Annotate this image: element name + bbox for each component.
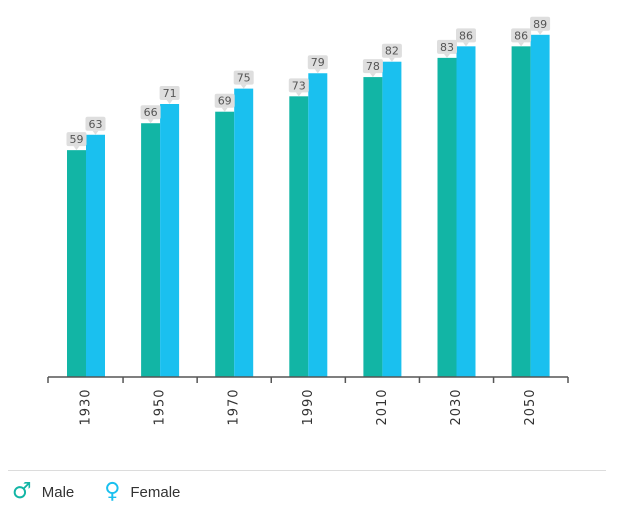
male-symbol-icon: ♂	[12, 479, 32, 504]
svg-text:82: 82	[385, 45, 399, 58]
data-label-female-1970: 75	[233, 70, 254, 89]
svg-text:86: 86	[514, 29, 528, 42]
svg-text:63: 63	[89, 118, 103, 131]
legend-item-male[interactable]: ♂ Male	[12, 481, 74, 503]
data-label-female-1930: 63	[85, 116, 106, 135]
bar-male-1950[interactable]	[141, 123, 161, 377]
svg-text:69: 69	[218, 95, 232, 108]
bar-male-2010[interactable]	[363, 77, 383, 377]
bar-female-1950[interactable]	[160, 104, 180, 377]
bar-female-2010[interactable]	[382, 61, 402, 378]
bar-female-2050[interactable]	[530, 34, 550, 378]
data-label-male-1930: 59	[66, 132, 87, 151]
data-label-male-2050: 86	[511, 28, 532, 47]
bar-female-1930[interactable]	[86, 134, 105, 377]
legend-divider	[8, 470, 606, 471]
data-label-male-2030: 83	[437, 39, 457, 58]
bar-female-1970[interactable]	[234, 88, 254, 377]
bar-male-2050[interactable]	[511, 46, 531, 378]
svg-text:73: 73	[292, 79, 306, 92]
x-tick-label-1990: 1990	[301, 388, 316, 425]
legend-label-female: Female	[130, 483, 181, 501]
svg-text:75: 75	[237, 72, 251, 85]
svg-text:86: 86	[459, 29, 473, 42]
data-label-male-2010: 78	[362, 59, 383, 78]
svg-text:59: 59	[70, 133, 84, 146]
x-tick-label-2010: 2010	[375, 388, 390, 425]
x-tick-label-1930: 1930	[79, 388, 94, 425]
x-tick-label-2050: 2050	[523, 388, 538, 425]
svg-text:89: 89	[533, 18, 547, 31]
female-symbol-icon: ♀	[104, 479, 121, 504]
data-label-female-2030: 86	[456, 28, 476, 47]
legend-item-female[interactable]: ♀ Female	[104, 481, 180, 503]
svg-text:66: 66	[144, 106, 158, 119]
svg-text:78: 78	[366, 60, 380, 73]
bar-male-1930[interactable]	[67, 150, 86, 377]
bar-male-1970[interactable]	[215, 111, 235, 377]
bar-female-1990[interactable]	[308, 73, 328, 378]
svg-text:83: 83	[440, 41, 454, 54]
data-label-male-1950: 66	[140, 105, 161, 124]
x-tick-label-2030: 2030	[449, 388, 464, 425]
x-tick-label-1950: 1950	[153, 388, 168, 425]
bar-chart: 1930 1950 1970 1990 2010 2030 2050 59 63 66 71 69 7…	[47, 16, 569, 426]
data-label-male-1970: 69	[214, 93, 235, 112]
data-label-female-2010: 82	[381, 43, 402, 62]
data-labels: 59 63 66 71 69 75 73 79 78 82 83 86 86 89	[66, 16, 551, 151]
legend-label-male: Male	[41, 483, 75, 501]
data-label-female-1950: 71	[159, 86, 180, 105]
x-tick-label-1970: 1970	[227, 388, 242, 425]
x-axis: 1930 1950 1970 1990 2010 2030 2050	[47, 376, 569, 426]
bar-female-2030[interactable]	[456, 46, 476, 378]
bars	[67, 34, 550, 378]
legend: ♂ Male ♀ Female	[12, 478, 210, 506]
data-label-female-2050: 89	[530, 16, 551, 35]
data-label-female-1990: 79	[307, 55, 328, 74]
data-label-male-1990: 73	[288, 78, 309, 97]
bar-male-1990[interactable]	[289, 96, 309, 377]
bar-male-2030[interactable]	[437, 57, 457, 378]
svg-text:79: 79	[311, 56, 325, 69]
svg-text:71: 71	[163, 87, 177, 100]
